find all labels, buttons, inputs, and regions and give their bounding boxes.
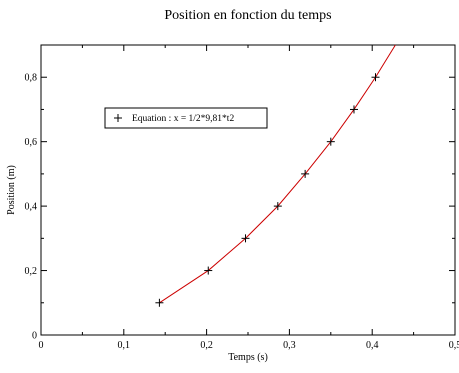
x-tick-label: 0,4 bbox=[366, 340, 379, 351]
series-line bbox=[159, 45, 395, 303]
y-tick-label: 0,6 bbox=[25, 137, 38, 148]
plot-frame bbox=[41, 45, 455, 335]
data-point-plus-icon bbox=[350, 105, 358, 113]
series-layer bbox=[155, 45, 395, 307]
x-axis-label: Temps (s) bbox=[228, 352, 268, 363]
x-tick-label: 0,5 bbox=[449, 340, 459, 351]
y-tick-label: 0 bbox=[32, 331, 37, 342]
y-tick-label: 0,4 bbox=[25, 202, 38, 213]
y-axis: 0 0,2 0,4 0,6 0,8 bbox=[25, 45, 456, 342]
x-tick-label: 0,2 bbox=[200, 340, 213, 351]
data-point-plus-icon bbox=[372, 73, 380, 81]
legend: Equation : x = 1/2*9,81*t2 bbox=[105, 108, 267, 128]
y-tick-label: 0,2 bbox=[25, 266, 38, 277]
data-point-plus-icon bbox=[155, 299, 163, 307]
x-tick-label: 0,3 bbox=[283, 340, 296, 351]
y-axis-label: Position (m) bbox=[6, 165, 17, 215]
x-tick-label: 0 bbox=[39, 340, 44, 351]
x-axis: 0 0,1 0,2 0,3 0,4 0,5 bbox=[39, 45, 459, 351]
y-tick-label: 0,8 bbox=[25, 73, 38, 84]
x-tick-label: 0,1 bbox=[118, 340, 131, 351]
legend-label: Equation : x = 1/2*9,81*t2 bbox=[132, 114, 234, 124]
chart-title: Position en fonction du temps bbox=[164, 8, 331, 23]
